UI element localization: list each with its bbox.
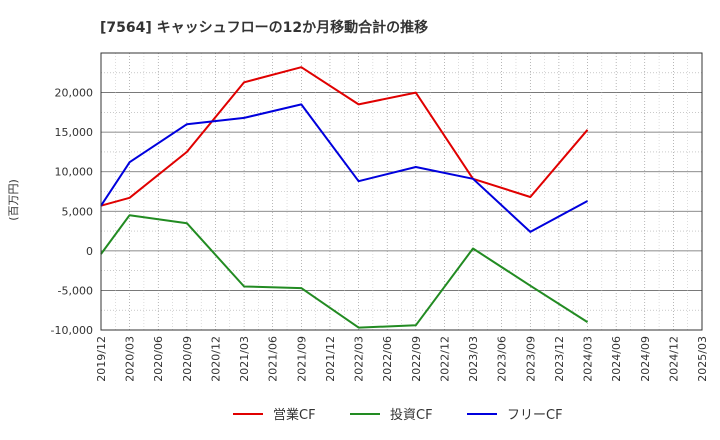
x-tick-label: 2020/09 [181, 336, 194, 382]
y-tick-label: -10,000 [51, 324, 93, 337]
legend: 営業CF 投資CF フリーCF [233, 407, 563, 423]
x-tick-label: 2019/12 [95, 336, 108, 382]
plot-frame [100, 52, 703, 331]
x-tick-label: 2023/06 [496, 336, 509, 382]
x-tick-label: 2022/03 [353, 336, 366, 382]
y-tick-label: 5,000 [62, 205, 94, 218]
x-tick-label: 2024/12 [667, 336, 680, 382]
x-tick-label: 2025/03 [696, 336, 709, 382]
y-tick-label: -5,000 [58, 284, 93, 297]
x-tick-label: 2023/09 [524, 336, 537, 382]
y-tick-label: 10,000 [55, 166, 94, 179]
x-tick-label: 2024/03 [582, 336, 595, 382]
legend-label: フリーCF [507, 408, 563, 423]
x-tick-label: 2022/06 [381, 336, 394, 382]
x-tick-label: 2020/12 [209, 336, 222, 382]
x-tick-label: 2020/06 [152, 336, 165, 382]
series-line-フリーCF [100, 103, 588, 233]
x-tick-label: 2021/12 [324, 336, 337, 382]
y-tick-label: 20,000 [55, 87, 94, 100]
y-tick-label: 15,000 [55, 126, 94, 139]
legend-label: 投資CF [390, 407, 433, 423]
y-axis-label: (百万円) [7, 179, 20, 221]
x-tick-label: 2024/06 [610, 336, 623, 382]
x-tick-labels: 2019/12 2020/03 2020/06 2020/09 2020/12 2021/… [95, 336, 709, 382]
x-tick-label: 2022/12 [438, 336, 451, 382]
x-tick-label: 2023/12 [553, 336, 566, 382]
x-tick-label: 2021/03 [238, 336, 251, 382]
x-tick-label: 2021/09 [295, 336, 308, 382]
series-line-営業CF [100, 66, 589, 207]
chart-title: [7564] キャッシュフローの12か月移動合計の推移 [100, 19, 428, 36]
x-tick-label: 2024/09 [639, 336, 652, 382]
series-lines [100, 66, 589, 329]
y-tick-labels: -10,000 -5,000 0 5,000 10,000 15,000 20,000 [51, 87, 93, 337]
x-tick-label: 2023/03 [467, 336, 480, 382]
x-tick-label: 2021/06 [267, 336, 280, 382]
x-tick-label: 2020/03 [124, 336, 137, 382]
series-line-投資CF [100, 214, 589, 329]
x-tick-label: 2022/09 [410, 336, 423, 382]
legend-label: 営業CF [273, 407, 316, 423]
y-tick-label: 0 [86, 245, 93, 258]
